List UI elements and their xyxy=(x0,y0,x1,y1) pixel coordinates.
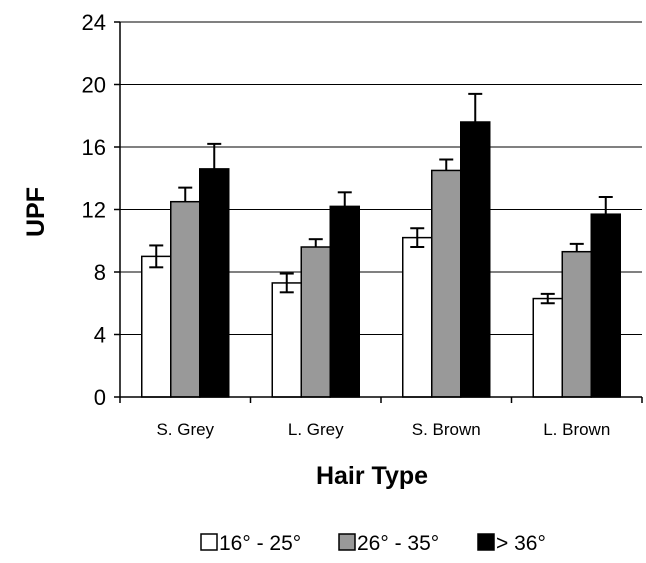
x-tick-label: S. Brown xyxy=(412,420,481,439)
legend-swatch xyxy=(477,533,495,551)
x-tick-label: L. Brown xyxy=(543,420,610,439)
bars xyxy=(141,92,621,398)
legend-label: 16° - 25° xyxy=(219,532,301,555)
y-tick-label: 0 xyxy=(94,385,106,410)
bar xyxy=(402,236,433,398)
legend: 16° - 25° 26° - 35° > 36° xyxy=(200,532,546,555)
y-axis-ticks: 0 4 8 12 16 20 24 xyxy=(82,10,120,410)
y-axis-title: UPF xyxy=(22,187,50,237)
x-tick-label: S. Grey xyxy=(156,420,214,439)
y-tick-label: 8 xyxy=(94,260,106,285)
x-axis-title: Hair Type xyxy=(316,462,428,490)
bar xyxy=(170,200,201,398)
bar xyxy=(271,282,302,398)
x-tick-label: L. Grey xyxy=(288,420,344,439)
y-tick-label: 24 xyxy=(82,10,106,35)
bar xyxy=(561,250,592,398)
bar xyxy=(532,297,563,398)
bar xyxy=(300,246,331,398)
legend-label: 26° - 35° xyxy=(357,532,439,555)
bar xyxy=(141,255,172,398)
legend-swatch xyxy=(338,533,356,551)
x-axis-labels: S. Grey L. Grey S. Brown L. Brown xyxy=(156,420,610,439)
axes xyxy=(119,22,643,403)
legend-swatch xyxy=(200,533,218,551)
y-tick-label: 16 xyxy=(82,135,106,160)
bar xyxy=(431,169,462,398)
y-tick-label: 4 xyxy=(94,323,106,348)
y-tick-label: 12 xyxy=(82,198,106,223)
legend-label: > 36° xyxy=(496,532,546,555)
y-tick-label: 20 xyxy=(82,73,106,98)
bar xyxy=(199,168,230,398)
bar xyxy=(329,205,360,398)
bar xyxy=(590,213,621,398)
bar xyxy=(460,121,491,398)
